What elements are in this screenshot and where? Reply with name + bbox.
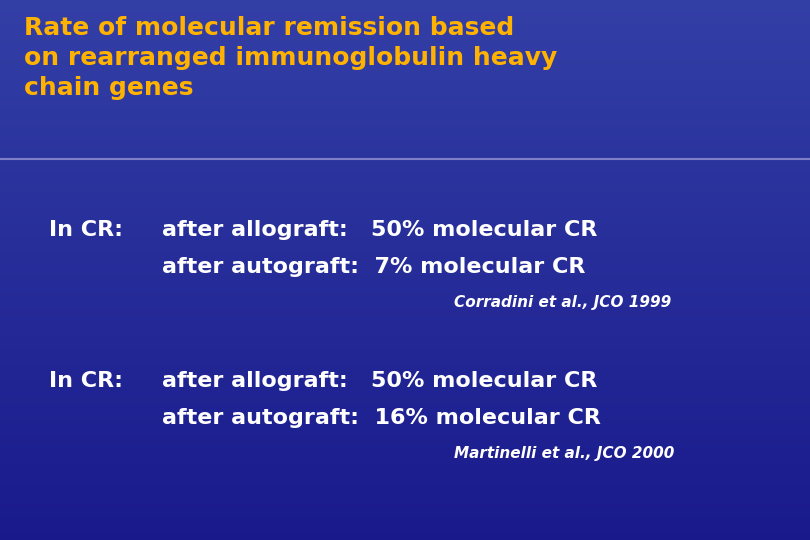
Text: after autograft:  7% molecular CR: after autograft: 7% molecular CR: [162, 257, 586, 278]
Text: after autograft:  16% molecular CR: after autograft: 16% molecular CR: [162, 408, 601, 429]
Text: In CR:: In CR:: [49, 370, 122, 391]
Text: Martinelli et al., JCO 2000: Martinelli et al., JCO 2000: [454, 446, 674, 461]
Text: Corradini et al., JCO 1999: Corradini et al., JCO 1999: [454, 295, 671, 310]
Text: after allograft:   50% molecular CR: after allograft: 50% molecular CR: [162, 219, 597, 240]
Text: Rate of molecular remission based
on rearranged immunoglobulin heavy
chain genes: Rate of molecular remission based on rea…: [24, 16, 557, 99]
Text: after allograft:   50% molecular CR: after allograft: 50% molecular CR: [162, 370, 597, 391]
Text: In CR:: In CR:: [49, 219, 122, 240]
